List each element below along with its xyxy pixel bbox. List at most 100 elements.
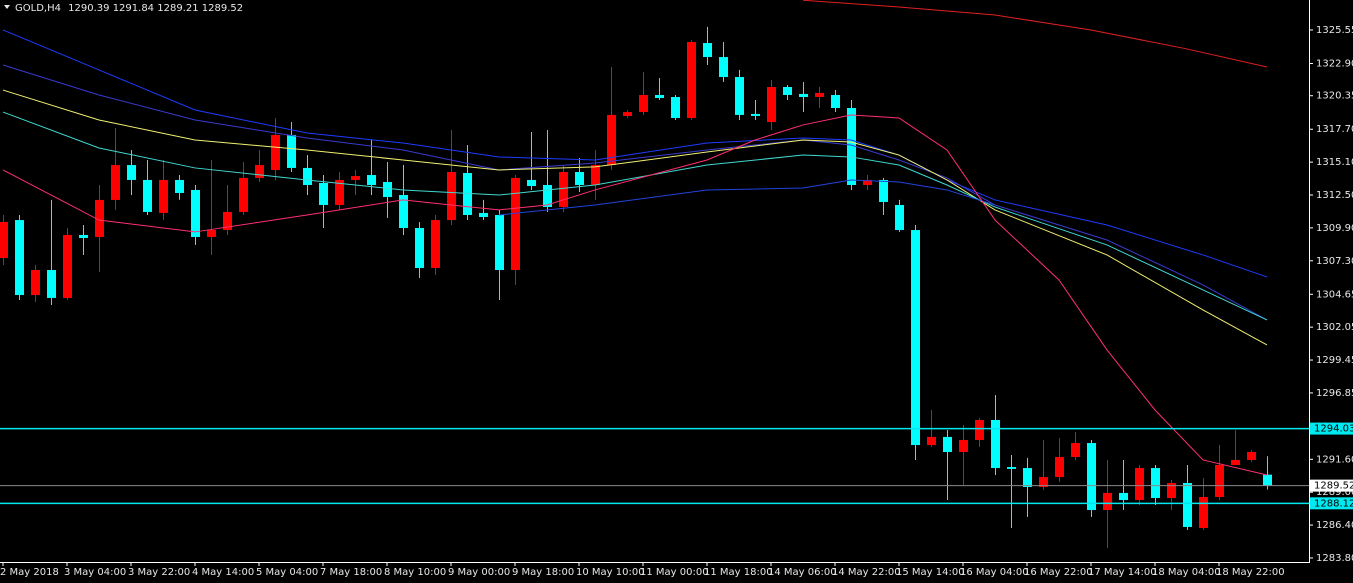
candle-body (1071, 442, 1080, 458)
candle-body (591, 165, 600, 186)
x-tick-label: 18 May 22:00 (1216, 567, 1285, 578)
candle-body (831, 94, 840, 108)
candle-body (847, 107, 856, 186)
candle-body (863, 179, 872, 186)
candle-body (95, 199, 104, 237)
candle-body (799, 93, 808, 97)
x-tick-label: 15 May 14:00 (896, 567, 965, 578)
candle-body (447, 171, 456, 221)
candle-body (543, 185, 552, 208)
candle-body (943, 436, 952, 452)
x-tick-label: 9 May 18:00 (512, 567, 574, 578)
high-price: 1291.84 (113, 3, 154, 14)
x-tick-label: 10 May 10:00 (576, 567, 645, 578)
candle-body (383, 181, 392, 198)
moving-average (2, 89, 1268, 346)
candle-body (719, 57, 728, 78)
candle-body (223, 211, 232, 231)
bid-box (1310, 479, 1353, 492)
y-tick-label: 1283.80 (1316, 553, 1353, 564)
candle-body (911, 230, 920, 446)
candle-body (671, 96, 680, 118)
candle-body (575, 171, 584, 186)
x-tick-label: 3 May 22:00 (128, 567, 190, 578)
x-tick-label: 18 May 04:00 (1152, 567, 1221, 578)
y-tick-label: 1322.90 (1316, 58, 1353, 69)
candle-body (1231, 459, 1240, 466)
bid-label: 1289.52 (1314, 481, 1353, 492)
candle-body (0, 221, 8, 258)
candle-body (191, 189, 200, 237)
y-tick-label: 1291.60 (1316, 454, 1353, 465)
candle-body (927, 436, 936, 446)
x-tick-label: 8 May 10:00 (384, 567, 446, 578)
y-tick-label: 1312.50 (1316, 190, 1353, 201)
symbol: GOLD,H4 (15, 3, 61, 14)
candle-body (1039, 477, 1048, 488)
candle-body (527, 179, 536, 187)
candle-body (655, 94, 664, 99)
plot-area (0, 0, 1309, 548)
candle-body (287, 134, 296, 168)
moving-average (2, 64, 1268, 321)
candle-body (1167, 482, 1176, 499)
y-tick-label: 1296.85 (1316, 388, 1353, 399)
x-tick-label: 16 May 22:00 (1024, 567, 1093, 578)
y-tick-label: 1317.70 (1316, 124, 1353, 135)
level-box (1310, 422, 1353, 435)
candle-body (111, 165, 120, 200)
candle-body (335, 179, 344, 205)
y-tick-label: 1325.55 (1316, 25, 1353, 36)
x-tick-label: 2 May 2018 (0, 567, 59, 578)
candle-body (703, 42, 712, 58)
candle-body (1199, 496, 1208, 528)
menu-triangle[interactable] (4, 5, 10, 9)
candle-body (207, 230, 216, 237)
level-label: 1294.03 (1314, 424, 1353, 435)
y-tick-label: 1307.30 (1316, 256, 1353, 267)
candle-body (1055, 457, 1064, 478)
candle-body (879, 179, 888, 202)
candle-body (399, 195, 408, 229)
candle-body (47, 269, 56, 298)
close-price: 1289.52 (202, 3, 243, 14)
y-tick-label: 1302.05 (1316, 322, 1353, 333)
y-tick-label: 1304.65 (1316, 289, 1353, 300)
candle-body (1007, 467, 1016, 469)
candle-body (1215, 465, 1224, 497)
candle-body (767, 87, 776, 123)
candle-body (143, 179, 152, 212)
candle-body (175, 179, 184, 193)
level-box (1310, 497, 1353, 510)
candle-body (15, 220, 24, 296)
candle-body (63, 234, 72, 298)
moving-average (802, 0, 1268, 68)
candle-body (559, 171, 568, 208)
candle-body (975, 419, 984, 440)
candle-body (239, 177, 248, 212)
candle-body (159, 179, 168, 213)
y-tick-label: 1289.00 (1316, 487, 1353, 498)
candle-body (815, 92, 824, 97)
x-tick-label: 11 May 00:00 (640, 567, 709, 578)
candle-body (991, 419, 1000, 469)
candle-body (1247, 451, 1256, 460)
candle-body (319, 182, 328, 205)
x-tick-label: 14 May 06:00 (768, 567, 837, 578)
x-tick-label: 14 May 22:00 (832, 567, 901, 578)
x-tick-label: 3 May 04:00 (64, 567, 126, 578)
candle-body (639, 94, 648, 113)
x-tick-label: 11 May 18:00 (704, 567, 773, 578)
candle-body (1183, 482, 1192, 527)
x-tick-label: 4 May 14:00 (192, 567, 254, 578)
candle-body (255, 165, 264, 178)
candle-body (367, 175, 376, 186)
candle-body (1087, 442, 1096, 511)
candle-body (1119, 492, 1128, 501)
x-tick-label: 16 May 04:00 (960, 567, 1029, 578)
candle-body (1103, 492, 1112, 511)
chart-header: GOLD,H4 1290.39 1291.84 1289.21 1289.52 (15, 3, 243, 14)
candle-body (271, 134, 280, 170)
moving-average (2, 114, 1268, 476)
